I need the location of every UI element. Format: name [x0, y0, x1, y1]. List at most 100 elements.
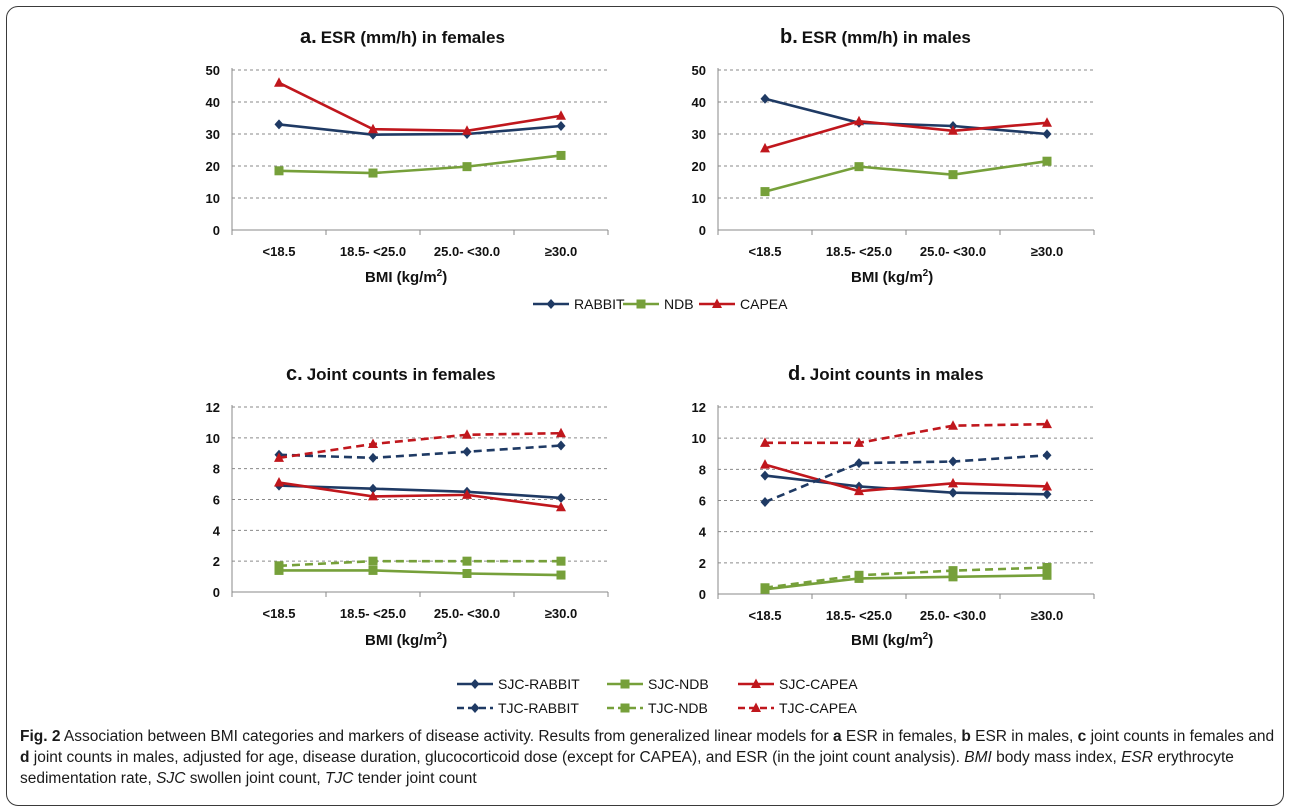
- panel-a-ytick-label: 40: [206, 95, 220, 110]
- legend-marker: [470, 703, 480, 713]
- panel-b-point-ndb: [854, 162, 864, 172]
- x-title-sup: 2: [922, 631, 929, 642]
- panel-d-point-tjc-rabbit: [760, 497, 770, 508]
- panel-a-line-ndb: [278, 154, 562, 175]
- panel-c-ytick-label: 4: [213, 523, 221, 538]
- legend-swatch-ndb: [623, 299, 659, 309]
- panel-a-category-label: 18.5- <25.0: [340, 244, 406, 259]
- panel-b-point-rabbit: [760, 93, 770, 104]
- x-title-sup: 2: [436, 631, 443, 642]
- caption-text-8: swollen joint count,: [185, 770, 326, 787]
- legend-label-tjc-ndb: TJC-NDB: [648, 700, 708, 716]
- panel-d-line-tjc-rabbit: [764, 454, 1048, 504]
- panel-a-category-label: ≥30.0: [545, 244, 577, 259]
- legend-marker: [751, 702, 761, 712]
- panel-b-category-label: ≥30.0: [1031, 244, 1063, 259]
- panel-c-point-tjc-capea: [274, 452, 284, 462]
- legend-item-ndb: NDB: [621, 296, 694, 312]
- legend-label-sjc-ndb: SJC-NDB: [648, 676, 709, 692]
- panel-a-ytick-label: 20: [206, 159, 220, 174]
- panel-b-point-ndb: [760, 187, 770, 197]
- panel-a-point-capea: [462, 125, 472, 135]
- figure-frame: [6, 6, 1284, 806]
- caption-ref-b: b: [961, 728, 971, 745]
- panel-a-line-rabbit: [278, 123, 562, 136]
- panel-a-point-ndb: [556, 150, 566, 160]
- legend-label-sjc-rabbit: SJC-RABBIT: [498, 676, 580, 692]
- panel-d-point-tjc-capea: [854, 437, 864, 447]
- panel-b-x-title: BMI (kg/m2): [851, 268, 933, 286]
- panel-b-category-label: <18.5: [749, 244, 782, 259]
- legend-item-tjc-capea: TJC-CAPEA: [736, 700, 857, 716]
- panel-b-ytick-label: 0: [699, 223, 706, 238]
- panel-d-point-sjc-rabbit: [948, 487, 958, 498]
- panel-b-point-capea: [760, 142, 770, 153]
- panel-c-line-tjc-ndb: [278, 559, 561, 568]
- panel-d-category-label: <18.5: [749, 608, 782, 623]
- panel-c-category-label: ≥30.0: [545, 606, 577, 621]
- panel-b-plot: 0 10 20 30 40 50 <18.5 18.5- <25.0 25.0- <30.0 ≥3…: [692, 63, 1095, 259]
- panel-d-point-sjc-capea: [760, 459, 770, 469]
- caption-abbr-tjc: TJC: [325, 770, 354, 787]
- panel-d-point-tjc-capea: [760, 437, 770, 447]
- panel-c-point-sjc-ndb: [462, 569, 472, 578]
- panel-c-point-tjc-ndb: [556, 556, 566, 566]
- panel-d-line-sjc-ndb: [764, 574, 1048, 591]
- panel-d-point-tjc-ndb: [1042, 563, 1052, 573]
- panel-d-title: d. Joint counts in males: [788, 363, 984, 386]
- panel-b-title-text: ESR (mm/h) in males: [801, 28, 971, 47]
- caption-text-2: ESR in females,: [841, 728, 962, 745]
- panel-d-line-sjc-capea: [764, 463, 1048, 493]
- caption-ref-d: d: [20, 749, 30, 766]
- legend-label-tjc-capea: TJC-CAPEA: [779, 700, 857, 716]
- panel-a-ytick-label: 0: [213, 223, 220, 238]
- panel-b-point-capea: [1042, 117, 1052, 127]
- panel-d-plot: 0 2 4 6 8 10 12 <18.5 18.5- <25.0 25.0- <30.0 ≥30.…: [692, 400, 1095, 623]
- panel-a-ytick-label: 10: [206, 191, 220, 206]
- panel-d-ytick-label: 6: [699, 494, 706, 509]
- panel-c-point-sjc-capea: [462, 489, 472, 499]
- panel-d-line-tjc-ndb: [764, 566, 1048, 590]
- panel-c-series-tjc-ndb: [274, 556, 566, 571]
- panel-c-point-tjc-capea: [368, 438, 378, 448]
- panel-b-category-label: 25.0- <30.0: [920, 244, 986, 259]
- x-title-sup: 2: [436, 268, 443, 279]
- panel-b-line-ndb: [764, 159, 1048, 193]
- panel-c-ytick-label: 2: [213, 554, 220, 569]
- caption-text-9: tender joint count: [353, 770, 477, 787]
- panel-b-ytick-label: 50: [692, 63, 706, 78]
- panel-a-category-label: 25.0- <30.0: [434, 244, 500, 259]
- panel-b-ytick-label: 20: [692, 159, 706, 174]
- panel-d-category-label: 18.5- <25.0: [826, 608, 892, 623]
- panel-c-point-tjc-capea: [556, 427, 566, 438]
- panel-b-point-rabbit: [1042, 129, 1052, 139]
- panel-c-category-label: 18.5- <25.0: [340, 606, 406, 621]
- panel-d-point-sjc-rabbit: [1042, 489, 1052, 500]
- panel-a-point-rabbit: [274, 119, 284, 130]
- panel-d-ytick-label: 4: [699, 525, 707, 540]
- caption-text-7: erythrocyte sedimentation rate,: [20, 749, 1234, 787]
- panel-c-point-tjc-ndb: [462, 556, 472, 566]
- panel-d-point-tjc-ndb: [948, 566, 958, 576]
- panel-b-series-ndb: [760, 156, 1052, 197]
- panel-d-point-sjc-rabbit: [760, 470, 770, 481]
- panel-d-point-sjc-ndb: [948, 572, 958, 582]
- panel-b-line-rabbit: [764, 97, 1048, 136]
- panel-a-category-label: <18.5: [263, 244, 296, 259]
- panel-b-title: b. ESR (mm/h) in males: [780, 26, 971, 49]
- legend-item-sjc-rabbit: SJC-RABBIT: [455, 676, 580, 692]
- legend-item-sjc-ndb: SJC-NDB: [605, 676, 709, 692]
- panel-c-letter: c.: [286, 363, 303, 385]
- panel-d-point-tjc-rabbit: [1042, 450, 1052, 461]
- caption-fig-label: Fig. 2: [20, 728, 61, 745]
- panel-c-point-tjc-ndb: [368, 556, 378, 566]
- panel-c-point-tjc-capea: [462, 429, 472, 439]
- panel-d-line-tjc-capea: [765, 422, 1048, 445]
- panel-b-ytick-label: 10: [692, 191, 706, 206]
- panel-c-line-tjc-capea: [278, 431, 562, 460]
- x-title-text: BMI (kg/m: [365, 632, 437, 649]
- legend-label-ndb: NDB: [664, 296, 694, 312]
- x-title-text: BMI (kg/m: [365, 269, 437, 286]
- figure-caption: Fig. 2 Association between BMI categorie…: [20, 726, 1275, 789]
- legend-marker: [712, 298, 722, 308]
